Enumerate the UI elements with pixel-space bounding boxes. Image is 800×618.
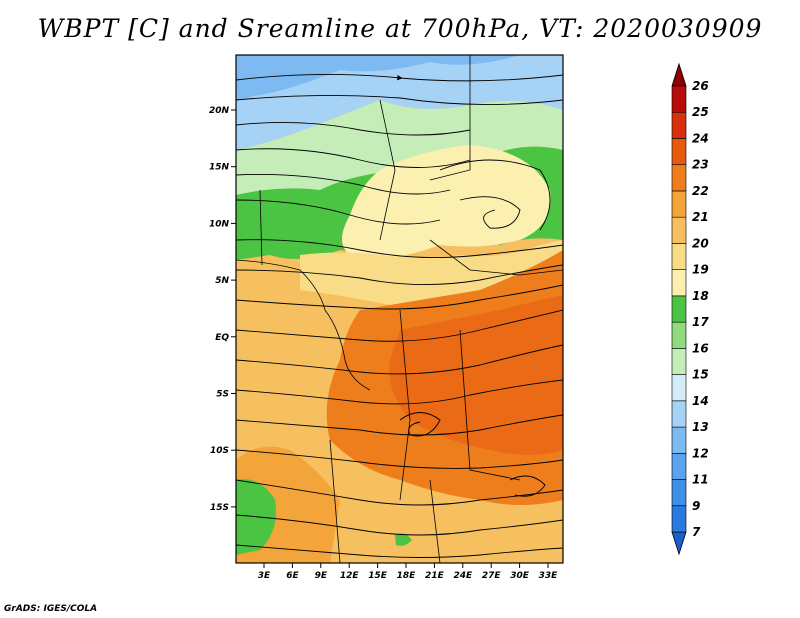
lon-label: 27E — [482, 571, 502, 581]
colorbar-label: 23 — [692, 158, 709, 172]
grads-footer: GrADS: IGES/COLA — [4, 604, 98, 614]
lon-label: 30E — [510, 571, 530, 581]
colorbar-bottom-arrow — [671, 531, 687, 556]
latitude-axis: 20N 15N 10N 5N EQ 5S 10S 15S — [209, 106, 236, 513]
colorbar-segment — [671, 111, 687, 139]
map-frame — [235, 54, 564, 564]
lat-label: 10N — [209, 219, 230, 229]
colorbar-label: 17 — [692, 315, 709, 329]
colorbar-segment — [671, 452, 687, 480]
colorbar-label: 19 — [692, 263, 709, 277]
colorbar-label: 15 — [692, 368, 709, 382]
colorbar-label: 13 — [692, 420, 709, 434]
colorbar-label: 21 — [692, 210, 709, 224]
colorbar-label: 16 — [692, 341, 709, 355]
lon-label: 6E — [286, 571, 299, 581]
colorbar-segment — [671, 190, 687, 218]
colorbar-label: 7 — [692, 525, 701, 539]
lat-label: 20N — [209, 106, 230, 116]
lon-label: 21E — [425, 571, 445, 581]
lon-label: 33E — [539, 571, 559, 581]
colorbar-segment — [671, 479, 687, 507]
colorbar-segment — [671, 85, 687, 113]
colorbar-label: 12 — [692, 446, 709, 460]
colorbar-segment — [671, 426, 687, 454]
colorbar-label: 14 — [692, 394, 709, 408]
colorbar-label: 18 — [692, 289, 709, 303]
lon-label: 3E — [258, 571, 271, 581]
lat-label: 15S — [210, 503, 229, 513]
colorbar-segment — [671, 138, 687, 166]
colorbar-segment — [671, 243, 687, 270]
colorbar-segment — [671, 269, 687, 297]
lon-label: 12E — [340, 571, 360, 581]
colorbar-segment — [671, 505, 687, 533]
colorbar-segment — [671, 164, 687, 192]
colorbar-label: 24 — [692, 131, 709, 145]
colorbar-top-arrow — [671, 62, 687, 87]
colorbar-label: 20 — [692, 236, 709, 250]
colorbar-segment — [671, 216, 687, 244]
colorbar-segment — [671, 400, 687, 428]
colorbar-label: 22 — [692, 184, 709, 198]
lat-label: 10S — [210, 446, 229, 456]
colorbar-label: 25 — [692, 105, 709, 119]
streamlines — [236, 73, 563, 558]
longitude-axis: 3E 6E 9E 12E 15E 18E 21E 24E 27E 30E 33E — [258, 563, 558, 581]
colorbar-segment — [671, 374, 687, 402]
colorbar-label: 26 — [692, 79, 709, 93]
lat-label: 15N — [209, 163, 230, 173]
colorbar-segment — [671, 348, 687, 375]
lon-label: 15E — [368, 571, 388, 581]
lon-label: 24E — [453, 571, 473, 581]
lat-label: EQ — [215, 333, 229, 343]
lon-label: 9E — [315, 571, 328, 581]
country-borders — [236, 55, 563, 563]
lon-label: 18E — [397, 571, 417, 581]
colorbar: 7 9 11 12 13 14 15 16 17 18 19 20 21 22 23 24 25 26 — [671, 62, 709, 556]
colorbar-label: 11 — [692, 473, 709, 487]
lat-label: 5N — [215, 276, 229, 286]
lat-label: 5S — [216, 390, 229, 400]
map-title: WBPT [C] and Sreamline at 700hPa, VT: 20… — [37, 14, 763, 43]
colorbar-segment — [671, 295, 687, 323]
colorbar-segment — [671, 321, 687, 349]
colorbar-label: 9 — [692, 499, 700, 513]
